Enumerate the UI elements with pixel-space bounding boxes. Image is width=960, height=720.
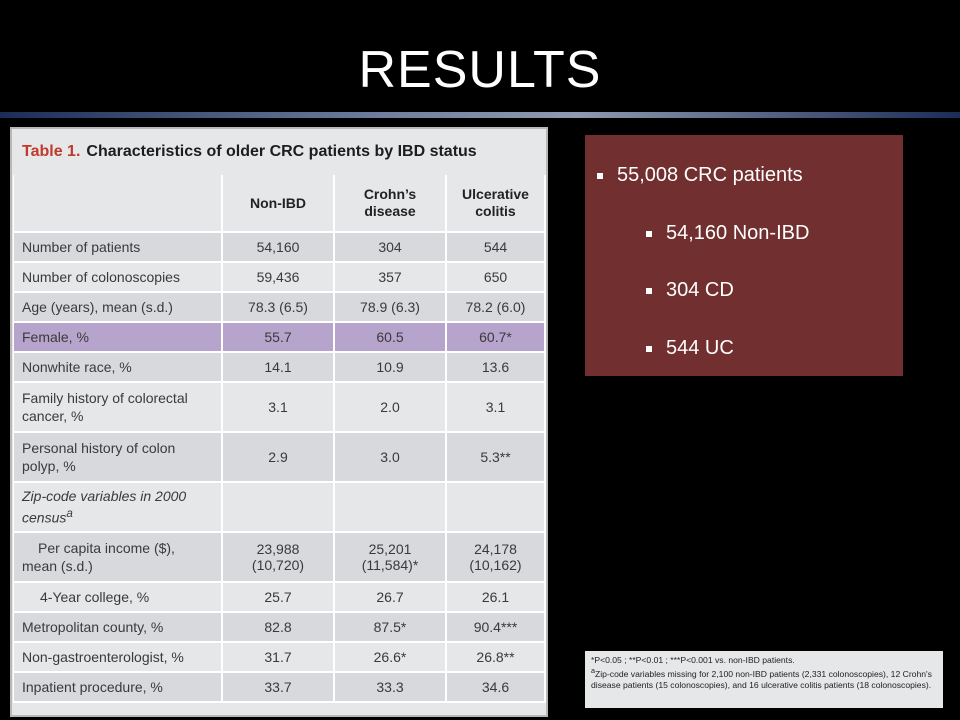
table-row: Per capita income ($), mean (s.d.) 23,98… — [14, 532, 546, 583]
cell: 26.7 — [334, 582, 447, 613]
table-row: Number of patients 54,160 304 544 — [14, 232, 546, 263]
cell — [222, 482, 335, 533]
cell: 5.3** — [446, 432, 546, 483]
header-non-ibd: Non-IBD — [222, 175, 335, 233]
cell — [446, 482, 546, 533]
cell: 24,178 (10,162) — [446, 532, 546, 583]
table-row: Age (years), mean (s.d.) 78.3 (6.5) 78.9… — [14, 292, 546, 323]
cell: 10.9 — [334, 352, 447, 383]
header-uc: Ulcerative colitis — [446, 175, 546, 233]
table-row: Nonwhite race, % 14.1 10.9 13.6 — [14, 352, 546, 383]
table-row: 4-Year college, % 25.7 26.7 26.1 — [14, 582, 546, 613]
cell: 78.9 (6.3) — [334, 292, 447, 323]
row-label: Nonwhite race, % — [14, 352, 223, 383]
table-row: Family history of colorectal cancer, % 3… — [14, 382, 546, 433]
bullet-square-icon — [646, 230, 652, 237]
table-caption-text: Characteristics of older CRC patients by… — [86, 143, 477, 160]
table-caption-number: Table 1. — [22, 143, 81, 160]
bullet-subitem: 304 CD — [646, 279, 734, 302]
section-label: Zip-code variables in 2000 censusa — [14, 482, 223, 533]
footnote-marker: a — [66, 507, 73, 521]
cell: 31.7 — [222, 642, 335, 673]
table-row: Personal history of colon polyp, % 2.9 3… — [14, 432, 546, 483]
summary-box: 55,008 CRC patients 54,160 Non-IBD 304 C… — [585, 135, 903, 376]
bullet-square-icon — [646, 345, 652, 352]
bullet-subitem: 54,160 Non-IBD — [646, 222, 809, 245]
row-label: Age (years), mean (s.d.) — [14, 292, 223, 323]
table-row: Metropolitan county, % 82.8 87.5* 90.4**… — [14, 612, 546, 643]
cell: 33.3 — [334, 672, 447, 703]
bullet-text: 54,160 Non-IBD — [666, 222, 810, 244]
row-label: Female, % — [14, 322, 223, 353]
characteristics-table-figure: Table 1. Characteristics of older CRC pa… — [10, 127, 548, 717]
header-empty-cell — [14, 175, 223, 233]
cell: 82.8 — [222, 612, 335, 643]
header-crohns: Crohn’s disease — [334, 175, 447, 233]
table-row: Non-gastroenterologist, % 31.7 26.6* 26.… — [14, 642, 546, 673]
row-label: Number of patients — [14, 232, 223, 263]
characteristics-table: Non-IBD Crohn’s disease Ulcerative colitis… — [14, 175, 546, 703]
cell: 3.0 — [334, 432, 447, 483]
row-label: Number of colonoscopies — [14, 262, 223, 293]
bullet-square-icon — [597, 172, 603, 179]
row-label: Personal history of colon polyp, % — [14, 432, 223, 483]
footnote-significance: *P<0.05 ; **P<0.01 ; ***P<0.001 vs. non-… — [591, 655, 795, 665]
cell: 25,201 (11,584)* — [334, 532, 447, 583]
title-divider — [0, 112, 960, 118]
row-label: Family history of colorectal cancer, % — [14, 382, 223, 433]
cell: 78.3 (6.5) — [222, 292, 335, 323]
table-row-section-header: Zip-code variables in 2000 censusa — [14, 482, 546, 533]
cell: 3.1 — [446, 382, 546, 433]
cell: 357 — [334, 262, 447, 293]
cell: 14.1 — [222, 352, 335, 383]
cell: 33.7 — [222, 672, 335, 703]
cell: 26.6* — [334, 642, 447, 673]
bullet-text: 544 UC — [666, 337, 734, 359]
table-row: Number of colonoscopies 59,436 357 650 — [14, 262, 546, 293]
table-footnote: *P<0.05 ; **P<0.01 ; ***P<0.001 vs. non-… — [585, 651, 943, 708]
cell: 90.4*** — [446, 612, 546, 643]
cell: 2.9 — [222, 432, 335, 483]
row-label: Inpatient procedure, % — [14, 672, 223, 703]
bullet-item: 55,008 CRC patients — [597, 164, 803, 187]
cell: 78.2 (6.0) — [446, 292, 546, 323]
row-label: 4-Year college, % — [14, 582, 223, 613]
row-label: Metropolitan county, % — [14, 612, 223, 643]
bullet-text: 304 CD — [666, 279, 734, 301]
bullet-subitem: 544 UC — [646, 337, 734, 360]
bullet-text: 55,008 CRC patients — [617, 164, 803, 186]
cell: 544 — [446, 232, 546, 263]
table-header-row: Non-IBD Crohn’s disease Ulcerative colitis — [14, 175, 546, 233]
cell: 23,988 (10,720) — [222, 532, 335, 583]
cell: 3.1 — [222, 382, 335, 433]
cell: 54,160 — [222, 232, 335, 263]
cell: 87.5* — [334, 612, 447, 643]
cell: 60.7* — [446, 322, 546, 353]
footnote-missing-data: aZip-code variables missing for 2,100 no… — [591, 667, 932, 690]
table-row-highlighted: Female, % 55.7 60.5 60.7* — [14, 322, 546, 353]
row-label: Per capita income ($), mean (s.d.) — [14, 532, 223, 583]
bullet-square-icon — [646, 287, 652, 294]
cell: 25.7 — [222, 582, 335, 613]
cell: 26.1 — [446, 582, 546, 613]
row-label: Non-gastroenterologist, % — [14, 642, 223, 673]
table-row: Inpatient procedure, % 33.7 33.3 34.6 — [14, 672, 546, 703]
cell: 2.0 — [334, 382, 447, 433]
cell: 304 — [334, 232, 447, 263]
cell: 55.7 — [222, 322, 335, 353]
slide-title: RESULTS — [358, 41, 602, 99]
cell: 26.8** — [446, 642, 546, 673]
cell: 34.6 — [446, 672, 546, 703]
cell: 60.5 — [334, 322, 447, 353]
table-caption: Table 1. Characteristics of older CRC pa… — [12, 129, 546, 175]
cell: 650 — [446, 262, 546, 293]
cell — [334, 482, 447, 533]
cell: 13.6 — [446, 352, 546, 383]
cell: 59,436 — [222, 262, 335, 293]
